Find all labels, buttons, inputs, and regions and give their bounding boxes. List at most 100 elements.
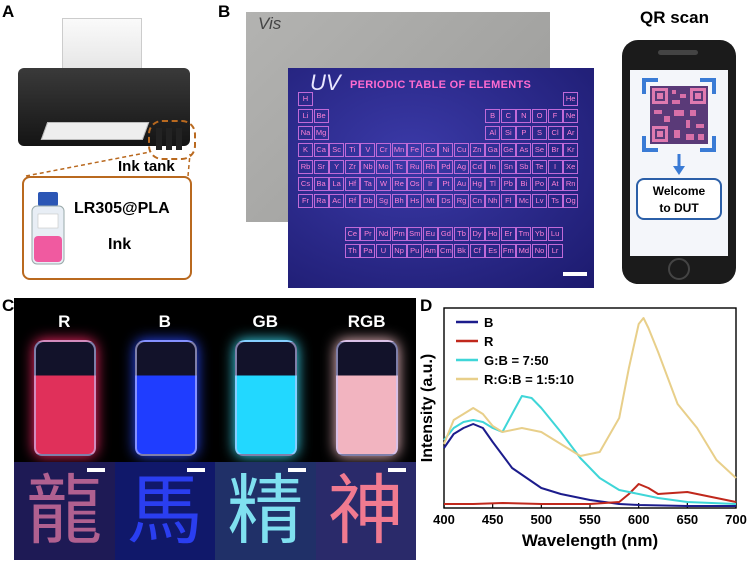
element-cell: Lu [547,227,563,241]
element-cell: S [532,126,547,140]
element-cell: No [532,244,547,258]
element-cell: Sm [407,227,423,241]
legend-label: G:B = 7:50 [484,353,549,368]
element-cell: Sn [500,160,516,174]
scale-bar [187,468,205,472]
element-cell: H [298,92,313,106]
element-cell: Zr [344,160,360,174]
element-cell: Be [313,109,329,123]
legend-label: R:G:B = 1:5:10 [484,372,574,387]
x-tick-label: 400 [433,512,455,527]
element-cell: Cm [438,244,454,258]
element-cell: Pb [500,177,516,191]
element-cell: Hf [344,177,360,191]
element-cell: Kr [563,143,579,157]
element-cell: Cr [376,143,391,157]
x-tick-label: 700 [725,512,747,527]
element-cell: Cd [469,160,485,174]
element-cell: Mn [391,143,407,157]
element-cell: Se [532,143,547,157]
calligraphy-tile: 精 [215,462,316,560]
element-cell: Ac [329,194,345,208]
element-cell: Pt [438,177,454,191]
element-cell: Lv [532,194,547,208]
element-cell: Ba [313,177,329,191]
x-tick-label: 450 [482,512,504,527]
element-cell: Po [532,177,547,191]
element-cell: Ru [407,160,423,174]
qr-scan-title: QR scan [640,8,709,27]
element-cell: Db [360,194,376,208]
welcome-line-2: to DUT [659,201,699,215]
calligraphy-tile: 龍 [14,462,115,560]
element-cell: Md [516,244,532,258]
element-cell: At [547,177,563,191]
vial [335,340,398,456]
element-cell: Mg [313,126,329,140]
scale-bar [287,468,306,472]
ink-cartridge [156,128,162,150]
element-cell: Hg [469,177,485,191]
element-cell: I [547,160,563,174]
element-cell: Rh [422,160,438,174]
element-cell: In [485,160,501,174]
element-cell: Er [500,227,516,241]
welcome-line-1: Welcome [652,184,706,198]
element-cell: Ds [438,194,454,208]
scale-bar [86,468,105,472]
element-cell: Mc [516,194,532,208]
vial [235,340,297,456]
x-tick-label: 500 [530,512,552,527]
element-cell: Ge [500,143,516,157]
element-cell: Nb [360,160,376,174]
element-cell: Nd [376,227,391,241]
element-cell: Ti [344,143,360,157]
element-cell: Sc [329,143,345,157]
phone-home-button [668,258,690,280]
series-line [443,317,737,479]
element-cell: Ga [485,143,501,157]
element-cell: Ni [438,143,454,157]
element-cell: Mo [376,160,391,174]
element-cell: Tc [391,160,407,174]
arrow-down-icon [673,154,685,175]
vis-label: Vis [258,14,282,33]
element-cell: Mt [422,194,438,208]
element-cell: Ce [344,227,360,241]
vial [134,340,197,456]
element-cell: Bh [391,194,407,208]
ink-word: Ink [108,236,132,253]
x-tick-label: 650 [676,512,698,527]
periodic-table: H He Li Be B C N O F Ne Na Mg Al Si P S Cl Ar K Ca Sc Ti V Cr Mn… [292,92,590,277]
vial-label: R [58,312,71,331]
callout-lines [25,151,191,177]
element-cell: Cf [469,244,485,258]
element-cell: Dy [469,227,485,241]
element-cell: Ta [360,177,376,191]
legend-label: R [484,334,494,349]
scale-bar [563,272,587,276]
panel-label-b: B [218,2,231,21]
element-cell: Pr [360,227,376,241]
calligraphy-tile: 馬 [114,462,215,560]
element-cell: N [516,109,532,123]
element-cell: Fr [298,194,313,208]
calligraphy-character: 馬 [126,466,203,555]
series-line [443,395,737,505]
element-cell: Al [485,126,501,140]
element-cell: Np [391,244,407,258]
element-cell: Rg [454,194,469,208]
element-cell: Pm [391,227,407,241]
element-cell: Na [298,126,313,140]
element-cell: P [516,126,532,140]
element-cell: V [360,143,376,157]
element-cell: Og [563,194,579,208]
element-cell: Re [391,177,407,191]
element-cell: Gd [438,227,454,241]
printer-tray [40,122,150,140]
element-cell: Ir [422,177,438,191]
element-cell: Cl [547,126,563,140]
element-cell: As [516,143,532,157]
element-cell: Sb [516,160,532,174]
element-cell: Au [454,177,469,191]
